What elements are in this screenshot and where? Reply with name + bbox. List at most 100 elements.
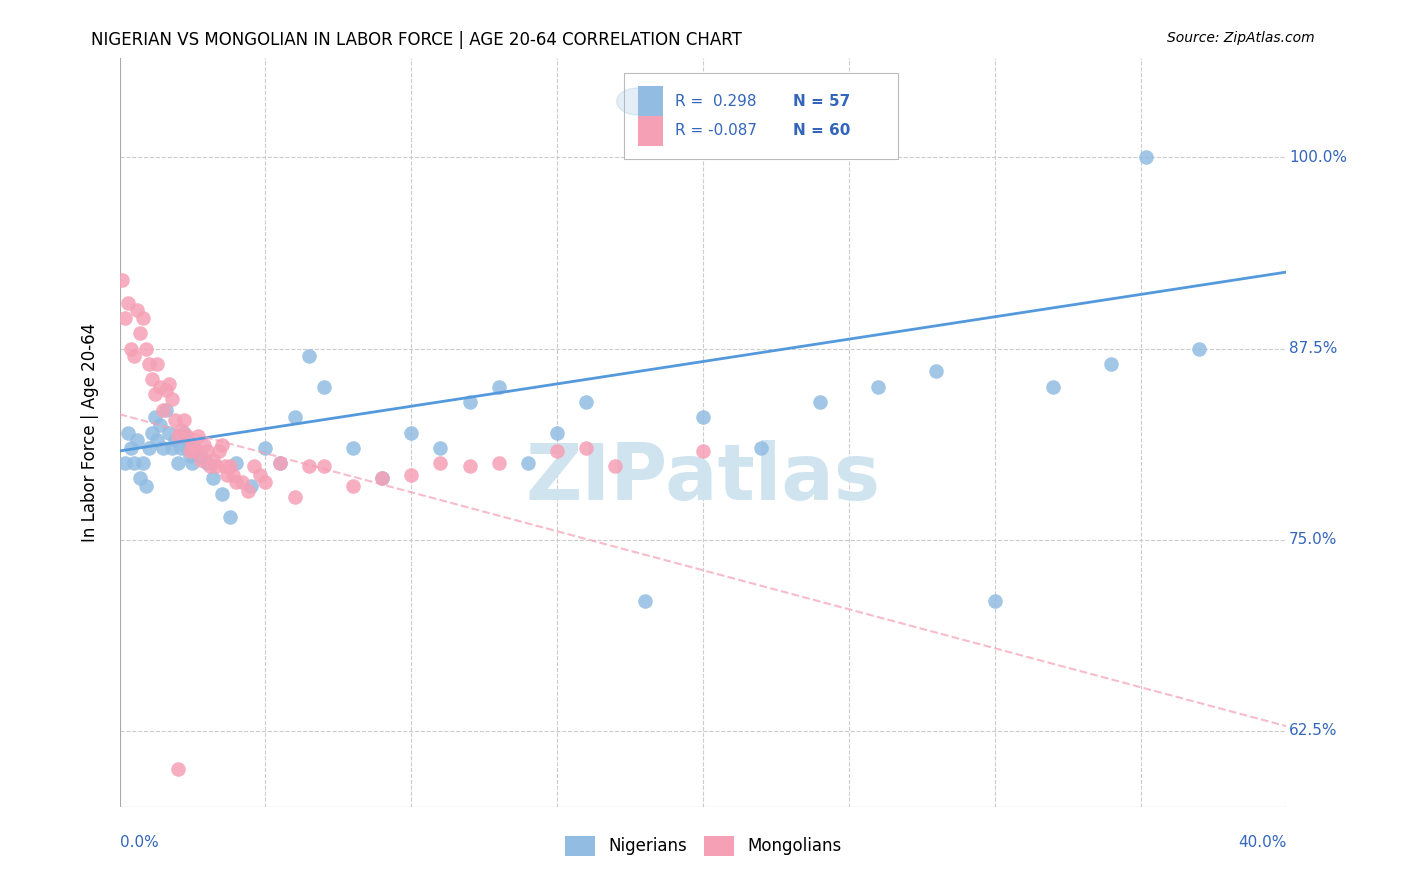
- Point: [163, 413, 186, 427]
- Point: [866, 380, 890, 394]
- Point: [132, 456, 155, 470]
- Point: [160, 441, 183, 455]
- Point: [1188, 342, 1211, 356]
- Point: [157, 376, 180, 391]
- Point: [132, 310, 155, 325]
- Point: [201, 471, 224, 485]
- Point: [692, 410, 714, 425]
- Point: [217, 468, 239, 483]
- Point: [160, 392, 183, 406]
- Point: [312, 380, 335, 394]
- Point: [1042, 380, 1064, 394]
- Point: [149, 380, 172, 394]
- Point: [546, 425, 568, 440]
- Point: [152, 441, 174, 455]
- Point: [122, 456, 145, 470]
- Point: [401, 468, 423, 483]
- Point: [575, 441, 598, 455]
- Point: [176, 441, 198, 455]
- Point: [211, 487, 233, 501]
- Point: [201, 453, 224, 467]
- Point: [198, 459, 221, 474]
- Point: [141, 425, 163, 440]
- Point: [195, 444, 218, 458]
- Point: [298, 459, 321, 474]
- Point: [125, 434, 148, 448]
- Point: [249, 468, 271, 483]
- Point: [173, 413, 195, 427]
- Point: [187, 428, 209, 442]
- Point: [125, 303, 148, 318]
- Point: [298, 349, 321, 363]
- Point: [1135, 150, 1157, 164]
- Point: [146, 357, 169, 371]
- Point: [254, 475, 277, 489]
- Point: [152, 402, 174, 417]
- Point: [239, 479, 262, 493]
- Point: [170, 423, 193, 437]
- Point: [120, 441, 142, 455]
- Point: [575, 395, 598, 409]
- Point: [983, 594, 1005, 608]
- Point: [155, 383, 177, 397]
- Bar: [638, 116, 664, 145]
- Point: [225, 475, 247, 489]
- Point: [176, 428, 198, 442]
- Point: [342, 441, 364, 455]
- Text: N = 60: N = 60: [793, 123, 851, 138]
- Point: [143, 410, 166, 425]
- Point: [135, 479, 157, 493]
- Text: Source: ZipAtlas.com: Source: ZipAtlas.com: [1167, 31, 1315, 45]
- Point: [371, 471, 394, 485]
- Point: [141, 372, 163, 386]
- Point: [163, 434, 186, 448]
- Point: [146, 434, 169, 448]
- Point: [222, 468, 245, 483]
- Text: N = 57: N = 57: [793, 94, 851, 109]
- Point: [179, 444, 201, 458]
- Point: [429, 441, 451, 455]
- Point: [114, 456, 136, 470]
- Point: [546, 444, 568, 458]
- Point: [117, 295, 139, 310]
- Point: [166, 456, 188, 470]
- Point: [242, 459, 264, 474]
- Point: [181, 438, 204, 452]
- Point: [138, 357, 160, 371]
- Point: [429, 456, 451, 470]
- Point: [155, 402, 177, 417]
- Point: [269, 456, 291, 470]
- Point: [157, 425, 180, 440]
- Point: [117, 425, 139, 440]
- Point: [129, 471, 152, 485]
- Point: [135, 342, 157, 356]
- Point: [179, 449, 201, 463]
- Point: [190, 453, 212, 467]
- Bar: [638, 87, 664, 117]
- Point: [166, 428, 188, 442]
- Point: [195, 456, 218, 470]
- Text: R =  0.298: R = 0.298: [675, 94, 756, 109]
- Text: 0.0%: 0.0%: [120, 836, 159, 850]
- Point: [149, 417, 172, 432]
- Point: [371, 471, 394, 485]
- Point: [143, 387, 166, 401]
- Circle shape: [617, 88, 658, 115]
- Point: [633, 594, 655, 608]
- Text: R = -0.087: R = -0.087: [675, 123, 756, 138]
- Text: ZIPatlas: ZIPatlas: [526, 440, 880, 516]
- Point: [211, 438, 233, 452]
- Point: [605, 459, 627, 474]
- Point: [184, 441, 207, 455]
- Point: [190, 449, 212, 463]
- Point: [808, 395, 831, 409]
- Point: [401, 425, 423, 440]
- Y-axis label: In Labor Force | Age 20-64: In Labor Force | Age 20-64: [80, 323, 98, 542]
- Legend: Nigerians, Mongolians: Nigerians, Mongolians: [558, 829, 848, 863]
- Point: [214, 459, 236, 474]
- Point: [193, 438, 215, 452]
- Point: [269, 456, 291, 470]
- Point: [925, 364, 948, 378]
- Text: 87.5%: 87.5%: [1289, 341, 1337, 356]
- Point: [111, 273, 134, 287]
